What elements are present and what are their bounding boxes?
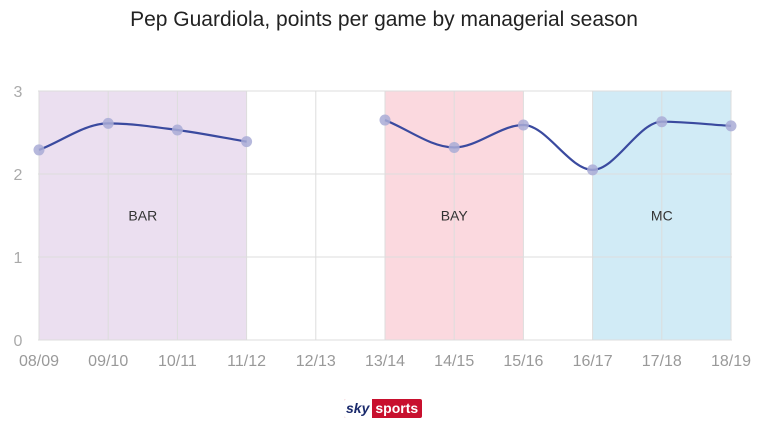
- club-region-labels: BAR BAY MC: [128, 208, 672, 224]
- x-tick-label: 16/17: [573, 353, 613, 370]
- grid-lines: [38, 90, 732, 341]
- x-tick-label: 10/11: [158, 353, 197, 370]
- club-regions: [39, 91, 731, 340]
- x-tick-label: 12/13: [296, 353, 336, 370]
- x-tick-label: 08/09: [19, 353, 59, 370]
- series-points: [33, 114, 737, 176]
- chart-title: Pep Guardiola, points per game by manage…: [130, 8, 638, 31]
- x-tick-label: 17/18: [642, 353, 682, 370]
- x-tick-label: 14/15: [434, 353, 474, 370]
- x-tick-label: 15/16: [503, 353, 543, 370]
- y-tick-label: 3: [14, 84, 23, 101]
- x-tick-labels: 08/09 09/10 10/11 11/12 12/13 13/14 14/15 15/16…: [19, 353, 751, 370]
- data-point: [587, 164, 599, 176]
- data-point: [517, 119, 529, 131]
- x-tick-label: 18/19: [711, 353, 751, 370]
- y-tick-labels: 0 1 2 3: [14, 84, 23, 350]
- data-point: [171, 124, 183, 136]
- data-point: [241, 136, 253, 148]
- y-tick-label: 0: [14, 333, 23, 350]
- region-label-bar: BAR: [128, 208, 157, 224]
- data-point: [33, 144, 45, 156]
- region-label-mc: MC: [651, 208, 673, 224]
- data-point: [656, 116, 668, 128]
- y-tick-label: 1: [14, 250, 23, 267]
- data-point: [448, 141, 460, 153]
- data-point: [725, 120, 737, 132]
- x-tick-label: 09/10: [88, 353, 128, 370]
- sky-sports-logo: sky sports: [344, 399, 423, 418]
- data-point: [102, 117, 114, 129]
- series-line: [38, 122, 247, 151]
- x-tick-label: 11/12: [227, 353, 266, 370]
- y-tick-label: 2: [14, 167, 23, 184]
- region-label-bay: BAY: [441, 208, 469, 224]
- data-point: [379, 114, 391, 126]
- x-tick-label: 13/14: [365, 353, 405, 370]
